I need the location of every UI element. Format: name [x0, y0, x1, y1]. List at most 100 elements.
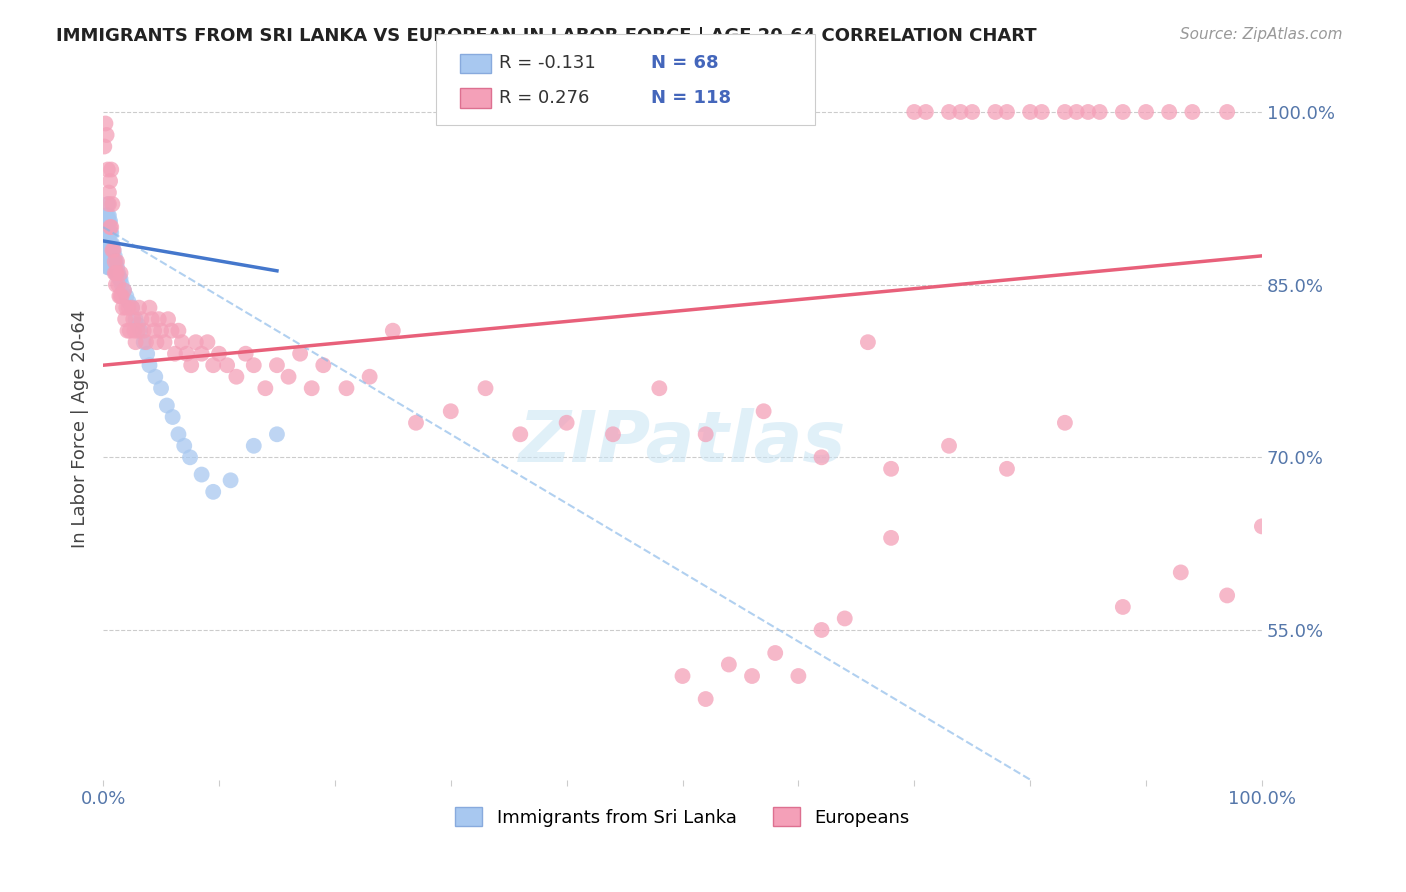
Point [128, 301, 150, 315]
Point [93, 139, 115, 153]
Point [176, 347, 198, 361]
Point [301, 381, 323, 395]
Point [132, 324, 155, 338]
Point [1216, 105, 1239, 120]
Point [150, 381, 173, 395]
Point [104, 254, 127, 268]
Point [277, 369, 299, 384]
Point [266, 427, 288, 442]
Point [960, 105, 983, 120]
Point [741, 669, 763, 683]
Point [235, 347, 257, 361]
Point [111, 277, 134, 292]
Point [97, 260, 120, 275]
Point [143, 369, 166, 384]
Point [103, 254, 125, 268]
Point [107, 266, 129, 280]
Point [105, 260, 128, 275]
Point [141, 312, 163, 326]
Point [97, 249, 120, 263]
Point [110, 272, 132, 286]
Point [98, 260, 121, 275]
Point [97, 260, 120, 275]
Point [101, 243, 124, 257]
Text: R = 0.276: R = 0.276 [499, 89, 589, 107]
Point [104, 266, 127, 280]
Point [97, 243, 120, 257]
Point [190, 347, 212, 361]
Point [104, 254, 127, 268]
Point [138, 358, 160, 372]
Point [100, 249, 122, 263]
Text: ZIPatlas: ZIPatlas [519, 408, 846, 477]
Point [163, 347, 186, 361]
Point [242, 358, 264, 372]
Point [94, 243, 117, 257]
Point [96, 243, 118, 257]
Point [100, 220, 122, 235]
Point [695, 427, 717, 442]
Point [97, 220, 120, 235]
Point [114, 312, 136, 326]
Point [856, 335, 879, 350]
Point [834, 611, 856, 625]
Point [97, 197, 120, 211]
Point [96, 128, 118, 142]
Point [150, 324, 173, 338]
Point [242, 439, 264, 453]
Point [129, 324, 152, 338]
Point [1251, 519, 1274, 533]
Point [938, 105, 960, 120]
Point [101, 249, 124, 263]
Point [136, 347, 159, 361]
Point [190, 467, 212, 482]
Point [111, 301, 134, 315]
Point [104, 260, 127, 275]
Point [995, 462, 1018, 476]
Point [1112, 105, 1135, 120]
Point [440, 404, 463, 418]
Point [100, 237, 122, 252]
Point [148, 312, 170, 326]
Point [112, 284, 135, 298]
Point [98, 249, 121, 263]
Point [288, 347, 311, 361]
Legend: Immigrants from Sri Lanka, Europeans: Immigrants from Sri Lanka, Europeans [449, 800, 917, 834]
Point [93, 237, 115, 252]
Point [124, 335, 146, 350]
Point [118, 324, 141, 338]
Point [208, 347, 231, 361]
Point [153, 335, 176, 350]
Point [1181, 105, 1204, 120]
Point [763, 646, 786, 660]
Point [217, 358, 239, 372]
Point [101, 237, 124, 252]
Point [117, 294, 139, 309]
Point [1066, 105, 1088, 120]
Point [110, 289, 132, 303]
Point [97, 231, 120, 245]
Point [111, 289, 134, 303]
Point [602, 427, 624, 442]
Point [648, 381, 671, 395]
Point [98, 237, 121, 252]
Point [1053, 416, 1076, 430]
Point [103, 243, 125, 257]
Point [131, 312, 153, 326]
Point [97, 209, 120, 223]
Point [880, 462, 903, 476]
Point [1159, 105, 1181, 120]
Point [117, 324, 139, 338]
Point [949, 105, 972, 120]
Point [97, 209, 120, 223]
Y-axis label: In Labor Force | Age 20-64: In Labor Force | Age 20-64 [72, 310, 89, 548]
Text: Source: ZipAtlas.com: Source: ZipAtlas.com [1180, 27, 1343, 42]
Point [110, 266, 132, 280]
Point [121, 301, 143, 315]
Point [98, 214, 121, 228]
Point [1135, 105, 1157, 120]
Point [105, 266, 128, 280]
Point [671, 669, 693, 683]
Point [810, 623, 832, 637]
Point [787, 669, 810, 683]
